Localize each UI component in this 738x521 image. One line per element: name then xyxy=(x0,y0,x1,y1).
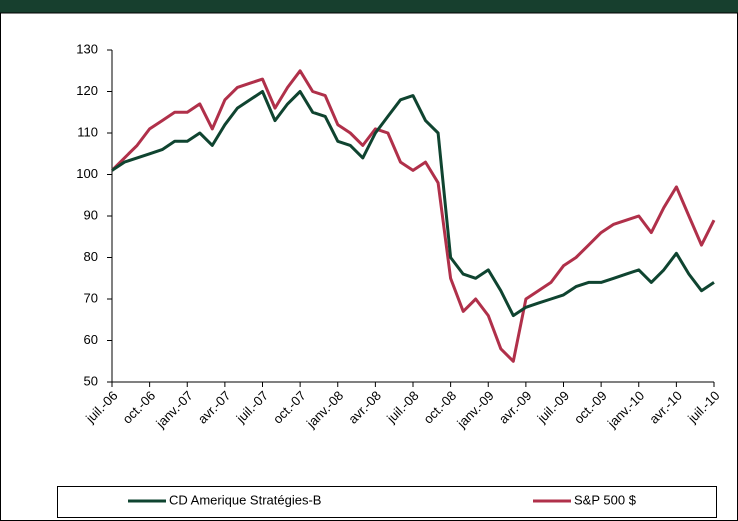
x-tick-label: janv.-07 xyxy=(152,388,195,431)
y-tick-label: 110 xyxy=(77,124,98,139)
y-tick-label: 60 xyxy=(84,332,98,347)
legend-label: S&P 500 $ xyxy=(574,492,637,507)
x-tick-label: avr.-07 xyxy=(195,388,234,427)
x-tick-label: oct.-07 xyxy=(270,388,309,427)
x-tick-label: juil.-07 xyxy=(233,388,271,426)
x-tick-label: juil.-06 xyxy=(82,388,120,426)
x-tick-label: juil.-09 xyxy=(534,388,572,426)
legend-label: CD Amerique Stratégies-B xyxy=(169,492,321,507)
header-bar xyxy=(0,0,738,13)
x-tick-label: oct.-08 xyxy=(420,388,459,427)
x-tick-label: avr.-09 xyxy=(496,388,535,427)
y-tick-label: 80 xyxy=(84,249,98,264)
series-line xyxy=(111,90,715,318)
x-tick-label: janv.-09 xyxy=(453,388,496,431)
x-tick-label: juil.-10 xyxy=(684,388,722,426)
legend xyxy=(57,486,717,518)
series-line xyxy=(110,69,716,363)
x-tick-label: janv.-10 xyxy=(604,388,647,431)
frame xyxy=(0,12,738,521)
x-tick-label: juil.-08 xyxy=(383,388,421,426)
y-tick-label: 130 xyxy=(76,41,98,56)
y-tick-label: 90 xyxy=(84,207,98,222)
x-tick-label: avr.-10 xyxy=(646,388,685,427)
x-tick-label: janv.-08 xyxy=(303,388,346,431)
y-tick-label: 120 xyxy=(76,83,98,98)
x-tick-label: avr.-08 xyxy=(345,388,384,427)
y-tick-label: 50 xyxy=(84,373,98,388)
y-tick-label: 100 xyxy=(76,166,98,181)
y-tick-label: 70 xyxy=(84,290,98,305)
x-tick-label: oct.-06 xyxy=(119,388,158,427)
x-tick-label: oct.-09 xyxy=(571,388,610,427)
